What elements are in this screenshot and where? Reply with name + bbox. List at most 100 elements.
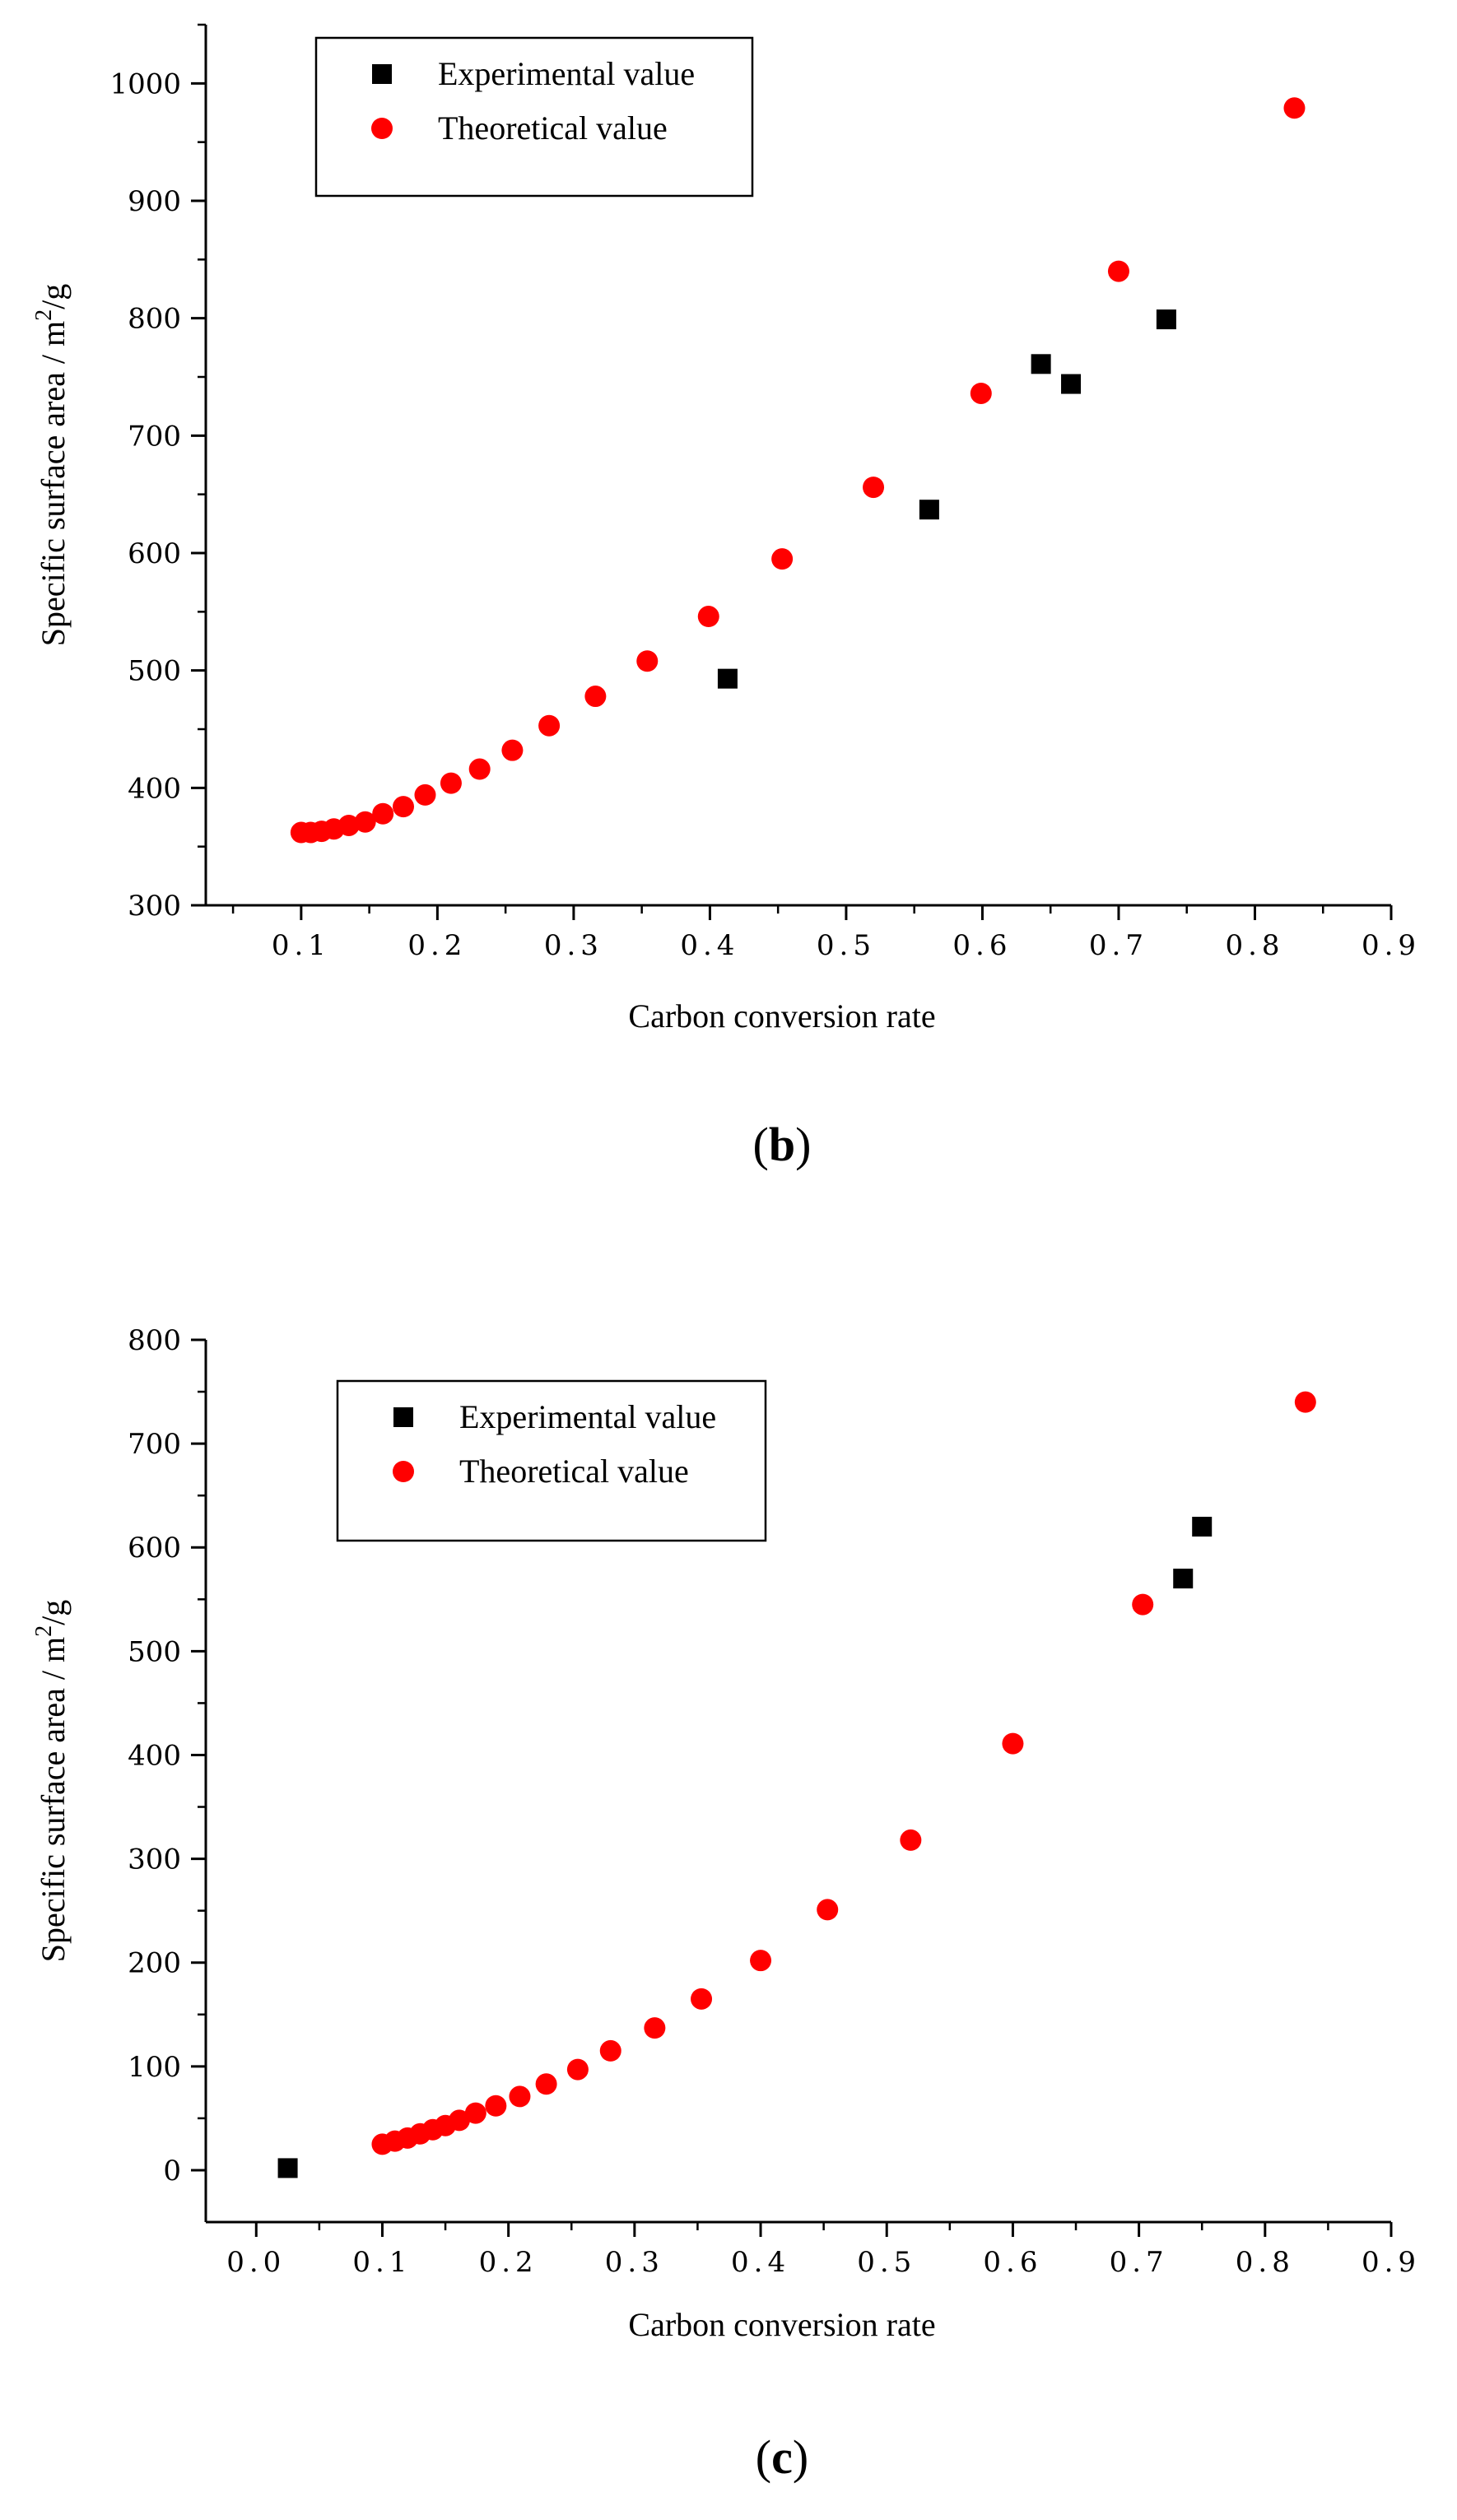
y-tick-label: 900 bbox=[128, 185, 181, 218]
legend-marker-experimental bbox=[393, 1407, 413, 1427]
y-tick-label: 800 bbox=[128, 303, 181, 336]
theoretical-point bbox=[599, 2039, 621, 2062]
panel-label: (b) bbox=[753, 1118, 812, 1171]
y-tick-label: 200 bbox=[128, 1947, 181, 1980]
y-tick-label: 600 bbox=[128, 1532, 181, 1565]
x-tick-label: 0.7 bbox=[1110, 2246, 1169, 2279]
y-tick-label: 400 bbox=[128, 1739, 181, 1772]
theoretical-point bbox=[414, 783, 436, 806]
y-tick-label: 0 bbox=[163, 2155, 181, 2188]
y-tick-label: 400 bbox=[128, 772, 181, 805]
experimental-point bbox=[717, 668, 738, 689]
y-tick-label: 600 bbox=[128, 537, 181, 570]
y-tick-label: 100 bbox=[128, 2051, 181, 2084]
experimental-point bbox=[1031, 354, 1051, 374]
theoretical-point bbox=[440, 772, 462, 794]
y-tick-label: 500 bbox=[128, 655, 181, 688]
theoretical-point bbox=[393, 796, 414, 818]
x-tick-label: 0.8 bbox=[1225, 929, 1284, 962]
panel-letter: c bbox=[771, 2430, 793, 2484]
x-tick-label: 0.6 bbox=[952, 929, 1012, 962]
theoretical-point bbox=[354, 811, 376, 833]
legend-marker-experimental bbox=[372, 64, 392, 84]
x-tick-label: 0.7 bbox=[1089, 929, 1148, 962]
x-tick-label: 0.5 bbox=[817, 929, 876, 962]
y-tick-label: 800 bbox=[128, 1324, 181, 1357]
y-axis-title-unit: /g bbox=[35, 1600, 72, 1625]
chart-panel-c: 0 100 200 300 400 500 600 700 800 0.0 0.1 0.2 0.3 0.4… bbox=[31, 1324, 1421, 2484]
x-tick-label: 0.2 bbox=[479, 2246, 538, 2279]
x-tick-label: 0.0 bbox=[226, 2246, 286, 2279]
theoretical-point bbox=[1132, 1593, 1154, 1616]
y-axis-title-unit: /g bbox=[35, 284, 72, 309]
y-axis-title: Specific surface area / m2/g bbox=[31, 1600, 72, 1962]
theoretical-point bbox=[644, 2017, 666, 2039]
theoretical-point bbox=[697, 606, 719, 628]
x-tick-label: 0.4 bbox=[731, 2246, 790, 2279]
experimental-point bbox=[277, 2158, 298, 2178]
experimental-point bbox=[1173, 1569, 1194, 1589]
theoretical-point bbox=[538, 714, 561, 737]
x-tick-label: 0.8 bbox=[1236, 2246, 1295, 2279]
theoretical-point bbox=[750, 1950, 772, 1972]
x-tick-label: 0.1 bbox=[272, 929, 331, 962]
y-tick-label: 700 bbox=[128, 1428, 181, 1461]
y-tick-label: 700 bbox=[128, 420, 181, 453]
theoretical-point bbox=[771, 548, 794, 570]
x-tick-label: 0.1 bbox=[352, 2246, 412, 2279]
y-tick-label: 300 bbox=[128, 1844, 181, 1876]
x-axis-title: Carbon conversion rate bbox=[628, 2306, 935, 2343]
theoretical-point bbox=[691, 1988, 713, 2010]
theoretical-point bbox=[464, 2102, 486, 2124]
y-axis-title-sup: 2 bbox=[31, 1625, 57, 1637]
theoretical-point bbox=[501, 739, 524, 761]
experimental-point bbox=[919, 500, 939, 520]
legend-label: Experimental value bbox=[459, 1398, 716, 1435]
experimental-point bbox=[1061, 374, 1082, 394]
theoretical-point bbox=[485, 2095, 507, 2117]
y-axis-title-main: Specific surface area / m bbox=[35, 321, 72, 646]
legend: Experimental value Theoretical value bbox=[314, 36, 754, 198]
theoretical-point bbox=[337, 814, 360, 836]
x-tick-label: 0.9 bbox=[1362, 2246, 1421, 2279]
x-tick-label: 0.3 bbox=[605, 2246, 664, 2279]
x-tick-label: 0.3 bbox=[544, 929, 603, 962]
panel-letter: b bbox=[769, 1118, 795, 1171]
theoretical-point bbox=[584, 686, 607, 708]
theoretical-point bbox=[817, 1899, 839, 1921]
theoretical-point bbox=[1283, 97, 1306, 119]
y-tick-label: 1000 bbox=[109, 67, 181, 100]
x-tick-label: 0.5 bbox=[857, 2246, 916, 2279]
theoretical-point bbox=[509, 2085, 531, 2108]
theoretical-point bbox=[1002, 1732, 1024, 1755]
theoretical-point bbox=[535, 2073, 557, 2095]
chart-panel-b: 300 400 500 600 700 800 900 1000 0.1 0.2 0.3 0.4 0.5… bbox=[31, 23, 1421, 1171]
theoretical-point bbox=[863, 477, 885, 499]
legend-label: Experimental value bbox=[438, 55, 695, 92]
theoretical-point bbox=[636, 650, 659, 672]
x-tick-label: 0.2 bbox=[407, 929, 467, 962]
theoretical-point bbox=[1294, 1391, 1316, 1413]
panel-label: (c) bbox=[756, 2430, 808, 2484]
y-tick-label: 500 bbox=[128, 1635, 181, 1668]
legend-label: Theoretical value bbox=[438, 109, 668, 146]
experimental-point bbox=[1192, 1517, 1213, 1537]
legend-label: Theoretical value bbox=[459, 1453, 689, 1490]
theoretical-point bbox=[970, 382, 992, 404]
theoretical-point bbox=[468, 758, 491, 780]
theoretical-point bbox=[566, 2058, 589, 2081]
experimental-point bbox=[1156, 309, 1176, 330]
x-axis-title: Carbon conversion rate bbox=[628, 997, 935, 1035]
theoretical-point bbox=[372, 802, 394, 825]
x-tick-label: 0.9 bbox=[1362, 929, 1421, 962]
y-axis-title: Specific surface area / m2/g bbox=[31, 284, 72, 646]
theoretical-point bbox=[448, 2109, 470, 2132]
legend: Experimental value Theoretical value bbox=[336, 1379, 767, 1542]
x-tick-label: 0.4 bbox=[680, 929, 739, 962]
theoretical-point bbox=[900, 1829, 922, 1851]
legend-marker-theoretical bbox=[393, 1461, 414, 1482]
y-axis-title-main: Specific surface area / m bbox=[35, 1637, 72, 1962]
theoretical-point bbox=[1107, 260, 1129, 282]
x-tick-label: 0.6 bbox=[983, 2246, 1042, 2279]
